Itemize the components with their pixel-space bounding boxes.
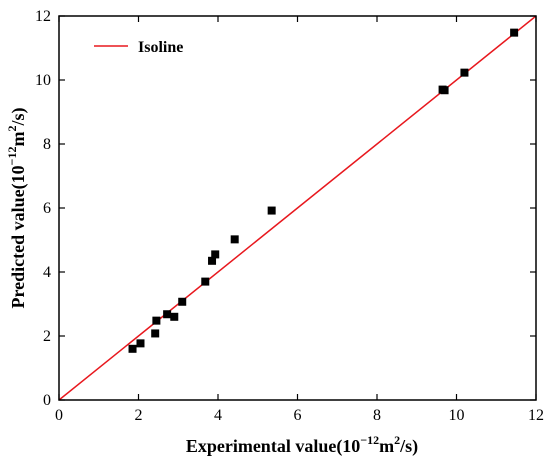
- data-point-5: [163, 310, 172, 319]
- isoline: [58, 15, 537, 401]
- data-point-4: [152, 316, 161, 325]
- x-tick-label-4: 4: [214, 407, 222, 424]
- x-axis-title-unit-exponent: 2: [394, 433, 400, 447]
- x-axis-title: Experimental value(10−12m2/s): [186, 433, 418, 457]
- y-axis-title-unit-exponent: 2: [5, 126, 19, 132]
- data-point-9: [208, 256, 217, 265]
- data-point-3: [151, 329, 160, 338]
- x-tick-label-10: 10: [449, 407, 465, 424]
- y-tick-label-6: 6: [43, 200, 51, 217]
- legend: Isoline: [94, 39, 183, 56]
- y-axis-title-end: /s): [8, 108, 29, 127]
- y-tick-label-0: 0: [43, 392, 51, 409]
- data-point-8: [201, 277, 210, 286]
- y-tick-label-8: 8: [43, 136, 51, 153]
- y-axis-title-exponent: −12: [5, 147, 19, 166]
- x-tick-label-12: 12: [528, 407, 544, 424]
- data-point-12: [267, 206, 276, 215]
- x-tick-label-6: 6: [294, 407, 302, 424]
- y-tick-label-12: 12: [35, 8, 51, 25]
- plot-area: [58, 15, 537, 401]
- data-point-6: [170, 312, 179, 321]
- x-axis-title-exponent: −12: [360, 433, 379, 447]
- data-point-14: [440, 86, 449, 95]
- x-tick-label-0: 0: [55, 407, 63, 424]
- data-point-1: [128, 344, 137, 353]
- y-tick-label-4: 4: [43, 264, 51, 281]
- y-axis-title-unit: m: [8, 132, 28, 147]
- y-axis-title-main: Predicted value(10: [8, 165, 29, 308]
- legend-isoline-label: Isoline: [138, 39, 183, 56]
- y-axis-title: Predicted value(10−12m2/s): [5, 108, 29, 309]
- x-axis-title-end: /s): [399, 436, 418, 457]
- data-point-2: [136, 339, 145, 348]
- x-axis-title-main: Experimental value(10: [186, 436, 360, 457]
- y-tick-label-2: 2: [43, 328, 51, 345]
- data-point-16: [510, 28, 519, 37]
- y-tick-label-10: 10: [35, 72, 51, 89]
- data-point-7: [178, 297, 187, 306]
- axes: 0 2 4 6 8 10 12 0 2 4 6 8 10 12: [35, 8, 544, 424]
- x-axis-title-unit: m: [379, 436, 394, 456]
- data-point-10: [211, 250, 220, 259]
- x-tick-label-8: 8: [373, 407, 381, 424]
- data-point-11: [230, 235, 239, 244]
- data-point-15: [460, 68, 469, 77]
- x-tick-label-2: 2: [135, 407, 143, 424]
